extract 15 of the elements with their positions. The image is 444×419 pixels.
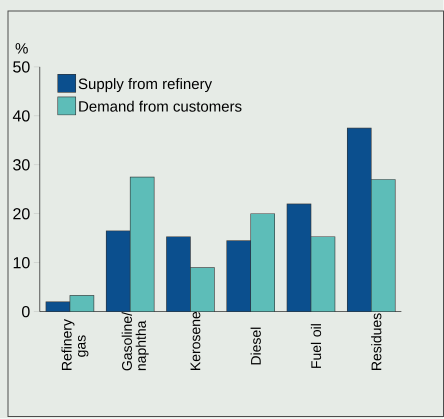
x-tick-label: Diesel <box>250 328 261 365</box>
y-tick-label: 40 <box>12 110 30 122</box>
y-axis-title: % <box>16 43 28 54</box>
x-tick-label: Gasoline/ naphtha <box>122 312 149 371</box>
y-tick-label: 10 <box>14 257 30 269</box>
x-tick-label: Fuel oil <box>310 324 322 368</box>
x-tick-label: Refinery gas <box>61 319 88 370</box>
y-tick-label: 30 <box>13 159 30 171</box>
legend-label: Demand from customers <box>79 100 242 112</box>
y-tick-label: 20 <box>13 208 30 220</box>
legend-label: Supply from refinery <box>78 78 212 92</box>
x-tick-label: Residues <box>371 314 382 370</box>
y-tick-label: 0 <box>22 306 30 318</box>
y-tick-label: 50 <box>13 62 30 73</box>
x-tick-label: Kerosene <box>190 312 200 370</box>
